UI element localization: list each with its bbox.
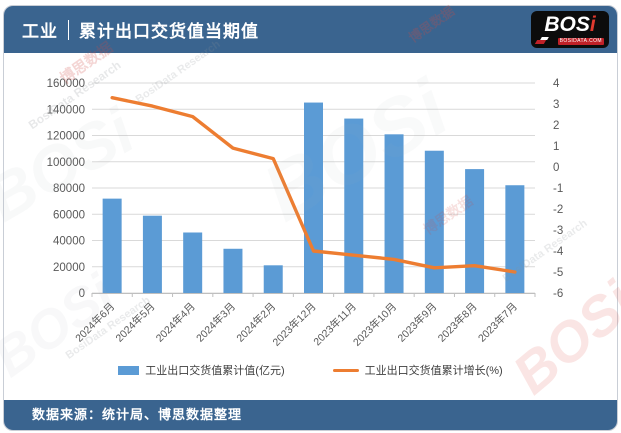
y-left-tick-label: 140000 [47,104,85,116]
logo-chevron-icon [540,37,549,40]
bar [223,248,243,293]
bar [465,169,485,293]
legend-item-bar: 工业出口交货值累计值(亿元) [118,362,285,378]
legend: 工业出口交货值累计值(亿元) 工业出口交货值累计增长(%) [4,362,617,378]
bar [344,118,364,293]
y-left-tick-label: 100000 [47,157,85,169]
y-right-tick-label: -4 [553,246,564,258]
bar [263,265,283,293]
legend-line-swatch [332,368,359,372]
x-tick-label: 2023年8月 [435,300,480,345]
data-source-text: 数据来源：统计局、博思数据整理 [32,407,243,422]
y-right-tick-label: 4 [553,78,560,90]
bar [505,185,525,293]
title-text: 累计出口交货值当期值 [79,22,259,41]
legend-item-line: 工业出口交货值累计增长(%) [332,362,503,378]
x-tick-label: 2024年5月 [113,300,158,345]
y-right-tick-label: 0 [553,162,559,174]
bosi-logo-text: BOSi [544,13,596,36]
y-left-tick-label: 60000 [53,209,85,221]
bosi-logo: BOSi BOSIDATA.COM [531,11,609,48]
title-divider [68,19,69,40]
bar [142,215,162,293]
y-right-tick-label: 1 [553,141,559,153]
x-tick-label: 2023年9月 [395,300,440,345]
y-right-tick-label: -2 [553,204,563,216]
legend-bar-label: 工业出口交货值累计值(亿元) [145,365,285,377]
y-right-tick-label: -5 [553,267,563,279]
y-right-tick-label: 2 [553,120,559,132]
bar [102,198,122,293]
y-left-tick-label: 160000 [47,78,85,90]
title-category: 工业 [22,22,58,41]
y-right-tick-label: 3 [553,99,559,111]
growth-line [110,96,517,274]
y-left-tick-label: 40000 [53,236,85,248]
bar [304,102,323,294]
y-left-tick-label: 80000 [53,183,85,195]
x-tick-label: 2023年7月 [475,300,520,345]
page-title: 工业 累计出口交货值当期值 [22,17,259,42]
y-right-tick-label: -1 [553,183,563,195]
x-tick-label: 2024年4月 [153,300,198,345]
y-left-tick-label: 20000 [53,262,85,274]
x-tick-label: 2024年6月 [73,300,118,345]
x-tick-label: 2024年3月 [193,300,238,345]
bar [384,134,404,293]
y-right-tick-label: -6 [553,288,563,300]
legend-bar-swatch [118,365,140,375]
y-left-tick-label: 0 [79,288,85,300]
chart: 0 20000 40000 60000 80000 100000 120000 140000 1… [47,78,564,349]
x-tick-label: 2023年10月 [350,300,399,349]
bosi-logo-domain: BOSIDATA.COM [557,38,604,45]
chart-card: 工业 累计出口交货值当期值 BOSi BOSIDATA.COM 0 20000 40… [3,5,618,431]
bar [424,150,444,293]
x-tick-label: 2023年12月 [270,300,319,349]
data-source-bar: 数据来源：统计局、博思数据整理 [4,400,617,430]
logo-chevron-icon [534,40,547,44]
header-bar: 工业 累计出口交货值当期值 BOSi BOSIDATA.COM [4,6,617,53]
y-right-tick-label: -3 [553,225,563,237]
legend-line-label: 工业出口交货值累计增长(%) [364,365,503,377]
bar [183,232,203,293]
y-left-tick-label: 120000 [47,131,85,143]
